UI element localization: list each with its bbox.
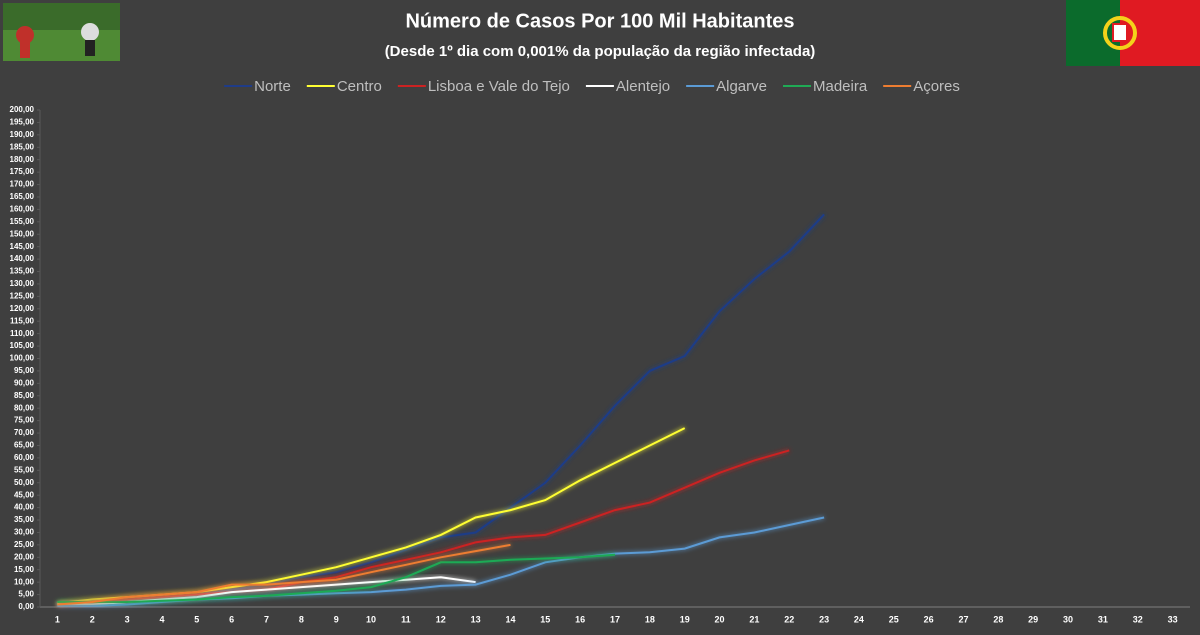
legend-label: Centro: [337, 78, 382, 95]
y-tick-label: 130,00: [10, 279, 35, 288]
x-tick-label: 19: [680, 614, 690, 624]
y-tick-label: 20,00: [14, 552, 35, 561]
y-tick-label: 105,00: [10, 341, 35, 350]
y-tick-label: 5,00: [18, 590, 34, 599]
y-tick-label: 145,00: [10, 242, 35, 251]
y-tick-label: 40,00: [14, 503, 35, 512]
y-tick-label: 95,00: [14, 366, 35, 375]
y-tick-label: 115,00: [10, 316, 35, 325]
series-line: [57, 449, 790, 606]
x-tick-label: 11: [401, 614, 411, 624]
x-tick-label: 23: [819, 614, 829, 624]
y-tick-label: 165,00: [10, 192, 35, 201]
series-line: [57, 543, 511, 606]
x-tick-label: 18: [645, 614, 655, 624]
x-tick-label: 3: [125, 614, 130, 624]
x-tick-label: 28: [993, 614, 1003, 624]
x-tick-label: 33: [1168, 614, 1178, 624]
y-tick-label: 200,00: [10, 105, 35, 114]
x-tick-label: 8: [299, 614, 304, 624]
legend-item: Açores: [883, 78, 960, 95]
y-tick-label: 150,00: [10, 229, 35, 238]
legend-item: Norte: [224, 78, 291, 95]
x-tick-label: 14: [505, 614, 515, 624]
y-tick-label: 25,00: [14, 540, 35, 549]
y-tick-label: 175,00: [10, 167, 35, 176]
x-tick-label: 31: [1098, 614, 1108, 624]
y-tick-label: 160,00: [10, 205, 35, 214]
y-tick-label: 55,00: [14, 465, 35, 474]
y-tick-label: 35,00: [14, 515, 35, 524]
x-tick-label: 12: [436, 614, 446, 624]
x-tick-label: 24: [854, 614, 864, 624]
x-tick-label: 20: [715, 614, 725, 624]
y-tick-label: 125,00: [10, 291, 35, 300]
legend-item: Centro: [306, 78, 382, 95]
y-tick-label: 170,00: [10, 180, 35, 189]
y-tick-label: 50,00: [14, 478, 35, 487]
x-tick-label: 6: [229, 614, 234, 624]
x-tick-label: 7: [264, 614, 269, 624]
x-tick-label: 10: [366, 614, 376, 624]
y-tick-label: 90,00: [14, 378, 35, 387]
y-tick-label: 15,00: [14, 565, 35, 574]
x-tick-label: 21: [749, 614, 759, 624]
y-tick-label: 135,00: [10, 267, 35, 276]
y-tick-label: 190,00: [10, 130, 35, 139]
x-tick-label: 17: [610, 614, 620, 624]
y-tick-label: 180,00: [10, 155, 35, 164]
y-tick-label: 0,00: [18, 602, 34, 611]
x-tick-label: 15: [540, 614, 550, 624]
x-tick-label: 27: [958, 614, 968, 624]
x-tick-label: 25: [889, 614, 899, 624]
x-tick-label: 16: [575, 614, 585, 624]
legend-label: Madeira: [813, 78, 868, 95]
legend-label: Lisboa e Vale do Tejo: [428, 78, 570, 95]
legend-item: Algarve: [686, 78, 767, 95]
x-tick-label: 9: [334, 614, 339, 624]
x-tick-label: 5: [194, 614, 199, 624]
y-tick-label: 45,00: [14, 490, 35, 499]
x-tick-label: 26: [924, 614, 934, 624]
y-tick-label: 85,00: [14, 391, 35, 400]
legend-label: Algarve: [716, 78, 767, 95]
legend-item: Alentejo: [585, 78, 670, 95]
legend-item: Lisboa e Vale do Tejo: [397, 78, 570, 95]
legend-label: Alentejo: [616, 78, 670, 95]
y-tick-label: 185,00: [10, 142, 35, 151]
y-tick-label: 110,00: [10, 329, 35, 338]
legend-label: Norte: [254, 78, 291, 95]
x-tick-label: 1: [55, 614, 60, 624]
legend-label: Açores: [913, 78, 960, 95]
y-tick-label: 120,00: [10, 304, 35, 313]
y-tick-label: 75,00: [14, 416, 35, 425]
x-tick-label: 22: [784, 614, 794, 624]
x-tick-label: 13: [471, 614, 481, 624]
chart-title: Número de Casos Por 100 Mil Habitantes: [405, 10, 794, 32]
y-tick-label: 140,00: [10, 254, 35, 263]
y-tick-label: 60,00: [14, 453, 35, 462]
chart-subtitle: (Desde 1º dia com 0,001% da população da…: [385, 43, 816, 60]
y-tick-label: 65,00: [14, 441, 35, 450]
x-tick-label: 4: [159, 614, 164, 624]
y-tick-label: 80,00: [14, 403, 35, 412]
y-tick-label: 10,00: [14, 577, 35, 586]
flag: [1066, 0, 1200, 66]
x-tick-label: 2: [90, 614, 95, 624]
series-line: [57, 553, 616, 603]
legend-item: Madeira: [782, 78, 868, 95]
y-tick-label: 30,00: [14, 528, 35, 537]
x-tick-label: 32: [1133, 614, 1143, 624]
y-tick-label: 70,00: [14, 428, 35, 437]
y-tick-label: 155,00: [10, 217, 35, 226]
x-tick-label: 30: [1063, 614, 1073, 624]
logo: [3, 3, 120, 61]
y-tick-label: 100,00: [10, 354, 35, 363]
x-tick-label: 29: [1028, 614, 1038, 624]
y-tick-label: 195,00: [10, 118, 35, 127]
